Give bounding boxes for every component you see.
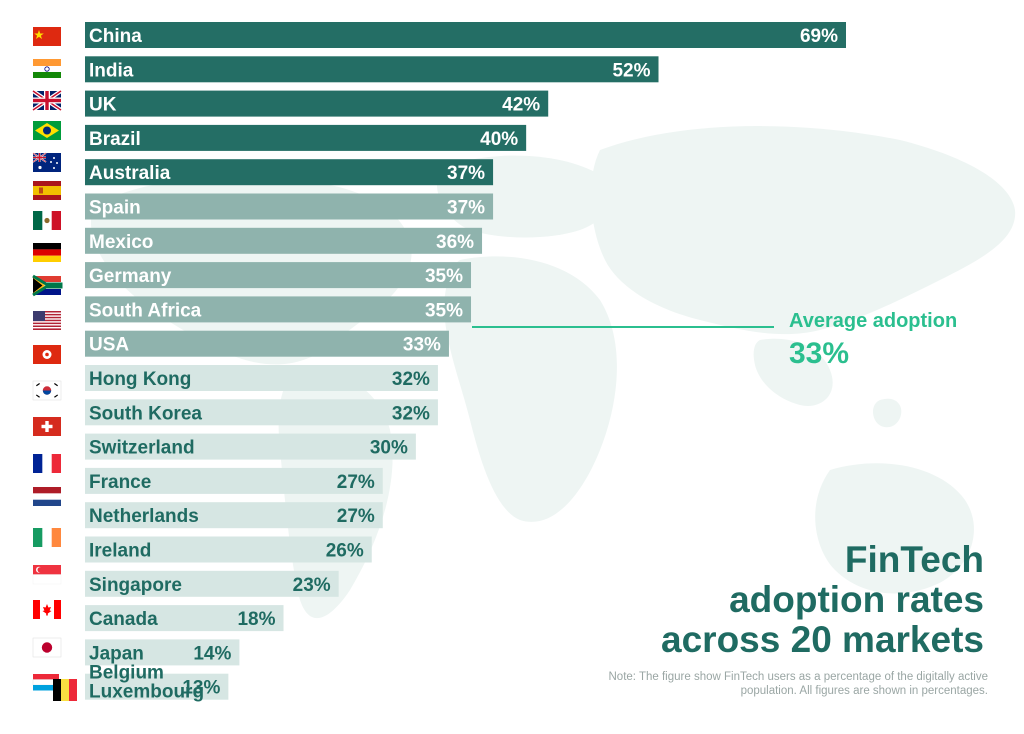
value-label: 35% bbox=[425, 266, 463, 287]
bar-south-africa bbox=[85, 296, 472, 323]
bar-label: Japan bbox=[89, 643, 144, 664]
flag-column bbox=[31, 27, 77, 701]
value-label: 26% bbox=[326, 541, 364, 562]
value-label: 27% bbox=[337, 506, 375, 527]
average-value: 33% bbox=[789, 337, 850, 370]
bar-label: Hong Kong bbox=[89, 369, 191, 390]
singapore-flag-icon bbox=[32, 565, 62, 585]
bar-label: Belgium Luxembourg bbox=[89, 663, 204, 703]
value-label: 35% bbox=[425, 300, 463, 321]
value-label: 40% bbox=[480, 129, 518, 150]
bar-label: Mexico bbox=[89, 232, 153, 253]
bar-india bbox=[85, 56, 659, 83]
bar-label: Singapore bbox=[89, 575, 182, 596]
bar-label: Germany bbox=[89, 266, 172, 287]
title-line-3: across 20 markets bbox=[661, 619, 984, 660]
bar-switzerland bbox=[85, 433, 416, 460]
value-label: 32% bbox=[392, 403, 430, 424]
bar-china bbox=[85, 22, 846, 48]
germany-flag-icon bbox=[33, 243, 61, 262]
usa-flag-icon bbox=[33, 311, 61, 330]
japan-flag-icon bbox=[32, 637, 62, 658]
hong-kong-flag-icon bbox=[33, 345, 61, 364]
bar-germany bbox=[85, 262, 472, 289]
belgium-luxembourg-flag-icon bbox=[32, 674, 77, 701]
bar-singapore bbox=[85, 570, 339, 597]
bar-label: Ireland bbox=[89, 541, 151, 562]
value-label: 13% bbox=[182, 678, 220, 699]
value-label: 52% bbox=[612, 60, 650, 81]
mexico-flag-icon bbox=[33, 211, 61, 230]
value-label: 18% bbox=[237, 609, 275, 630]
bar-label: Australia bbox=[89, 163, 171, 184]
france-flag-icon bbox=[33, 454, 61, 473]
bar-label: Netherlands bbox=[89, 506, 199, 527]
chart-title: FinTech adoption rates across 20 markets bbox=[564, 540, 984, 660]
bar-label: India bbox=[89, 60, 134, 81]
value-label: 23% bbox=[293, 575, 331, 596]
bar-label: UK bbox=[89, 95, 117, 116]
china-flag-icon bbox=[33, 27, 61, 46]
australia-flag-icon bbox=[32, 152, 61, 172]
title-line-1: FinTech bbox=[844, 539, 984, 580]
average-line bbox=[472, 326, 774, 328]
bar-label: Spain bbox=[89, 198, 141, 219]
title-line-2: adoption rates bbox=[729, 579, 984, 620]
value-label: 37% bbox=[447, 163, 485, 184]
ireland-flag-icon bbox=[33, 528, 61, 547]
spain-flag-icon bbox=[33, 181, 61, 200]
india-flag-icon bbox=[33, 59, 61, 78]
south-korea-flag-icon bbox=[32, 380, 62, 401]
bar-label: Brazil bbox=[89, 129, 141, 150]
bar-japan bbox=[85, 639, 240, 666]
bar-label: France bbox=[89, 472, 151, 493]
value-label: 42% bbox=[502, 95, 540, 116]
value-label: 30% bbox=[370, 438, 408, 459]
bar-label: South Korea bbox=[89, 403, 202, 424]
value-label: 33% bbox=[403, 335, 441, 356]
bar-mexico bbox=[85, 227, 483, 254]
canada-flag-icon bbox=[33, 600, 61, 619]
netherlands-flag-icon bbox=[33, 487, 61, 506]
value-label: 69% bbox=[800, 26, 838, 47]
bar-canada bbox=[85, 605, 284, 632]
switzerland-flag-icon bbox=[33, 417, 61, 436]
bar-uk bbox=[85, 90, 549, 117]
bar-australia bbox=[85, 159, 494, 186]
value-label: 36% bbox=[436, 232, 474, 253]
brazil-flag-icon bbox=[33, 121, 61, 140]
bar-france bbox=[85, 467, 383, 494]
bar-belgium-luxembourg bbox=[85, 673, 229, 700]
uk-flag-icon bbox=[31, 89, 63, 112]
value-label: 32% bbox=[392, 369, 430, 390]
chart-note: Note: The figure show FinTech users as a… bbox=[608, 671, 989, 697]
bar-usa bbox=[85, 330, 449, 357]
south-africa-flag-icon bbox=[32, 274, 63, 297]
bar-brazil bbox=[85, 124, 527, 151]
bar-label: Canada bbox=[89, 609, 158, 630]
bar-hong-kong bbox=[85, 365, 438, 391]
average-label: Average adoption bbox=[789, 310, 958, 332]
bar-spain bbox=[85, 193, 494, 220]
bar-label: Switzerland bbox=[89, 438, 195, 459]
bar-ireland bbox=[85, 536, 372, 563]
bar-netherlands bbox=[85, 502, 383, 529]
bar-label: USA bbox=[89, 335, 129, 356]
value-label: 37% bbox=[447, 198, 485, 219]
bar-label: China bbox=[89, 26, 142, 47]
bar-south-korea bbox=[85, 399, 438, 426]
value-label: 27% bbox=[337, 472, 375, 493]
bar-label: South Africa bbox=[89, 300, 202, 321]
value-label: 14% bbox=[193, 643, 231, 664]
